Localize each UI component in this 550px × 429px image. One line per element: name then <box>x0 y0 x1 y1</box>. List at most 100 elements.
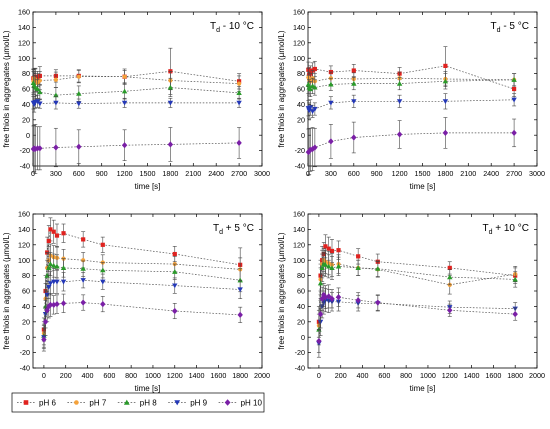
data-point <box>323 244 328 249</box>
data-point <box>328 100 334 106</box>
x-tick-label: 1500 <box>140 169 156 178</box>
y-tick-label: 0 <box>301 333 305 342</box>
data-point <box>512 311 518 318</box>
data-point <box>34 86 41 92</box>
data-point <box>123 399 130 405</box>
series-line <box>308 79 515 90</box>
x-tick-label: 1400 <box>464 371 480 380</box>
x-tick-label: 1200 <box>442 371 458 380</box>
data-point <box>307 86 313 92</box>
x-tick-label: 400 <box>82 371 94 380</box>
data-point <box>319 295 325 302</box>
data-point <box>48 227 53 232</box>
legend-label: pH 7 <box>89 399 106 408</box>
data-point <box>396 131 403 138</box>
data-point <box>100 279 106 285</box>
x-tick-label: 1200 <box>392 169 408 178</box>
y-tick-label: 60 <box>22 85 30 94</box>
data-point <box>37 78 42 83</box>
data-point <box>53 77 59 82</box>
y-tick-label: 20 <box>22 115 30 124</box>
y-tick-label: -40 <box>20 162 30 171</box>
y-axis-label: free thiols in aggregates (µmol/L) <box>2 232 11 349</box>
data-point <box>236 100 242 106</box>
x-tick-label: 2000 <box>254 371 270 380</box>
data-series <box>31 67 242 94</box>
legend-label: pH 8 <box>140 399 157 408</box>
legend-label: pH 10 <box>241 399 263 408</box>
data-point <box>172 307 178 315</box>
data-point <box>447 265 452 270</box>
data-point <box>46 285 52 290</box>
data-point <box>312 106 318 112</box>
series-line <box>33 76 240 84</box>
data-series <box>316 282 518 353</box>
x-tick-label: 2000 <box>529 371 545 380</box>
y-tick-label: 120 <box>18 38 30 47</box>
x-tick-label: 600 <box>378 371 390 380</box>
y-tick-label: 160 <box>18 8 30 17</box>
x-tick-label: 1500 <box>415 169 431 178</box>
y-tick-label: 40 <box>22 302 30 311</box>
x-tick-label: 0 <box>42 371 46 380</box>
x-tick-label: 1600 <box>210 371 226 380</box>
data-point <box>375 265 381 271</box>
panel-title: Td - 10 °C <box>210 21 254 34</box>
y-tick-label: 120 <box>293 240 305 249</box>
data-point <box>121 142 128 149</box>
y-tick-label: 80 <box>297 69 305 78</box>
data-point <box>81 237 86 242</box>
data-point <box>80 278 86 283</box>
y-tick-label: 160 <box>293 8 305 17</box>
y-tick-label: 60 <box>297 287 305 296</box>
x-tick-label: 800 <box>125 371 137 380</box>
data-point <box>51 262 57 268</box>
series-line <box>33 70 240 82</box>
data-point <box>37 101 43 107</box>
data-series <box>316 252 518 346</box>
data-point <box>100 242 105 247</box>
series-line <box>318 299 516 344</box>
data-point <box>511 97 517 103</box>
y-tick-label: 80 <box>22 271 30 280</box>
data-point <box>41 336 47 343</box>
x-tick-label: 1800 <box>162 169 178 178</box>
y-tick-label: 80 <box>297 271 305 280</box>
data-point <box>317 280 324 286</box>
data-series <box>41 217 243 342</box>
x-tick-label: 1800 <box>437 169 453 178</box>
data-point <box>167 84 174 90</box>
y-tick-label: 100 <box>293 256 305 265</box>
data-series <box>316 288 518 358</box>
data-point <box>329 265 335 270</box>
data-point <box>172 269 178 274</box>
legend-item: pH 9 <box>168 399 208 408</box>
series-line <box>43 228 241 330</box>
data-point <box>80 299 86 306</box>
x-tick-label: 1600 <box>485 371 501 380</box>
y-tick-label: 20 <box>297 317 305 326</box>
data-point <box>396 80 403 86</box>
data-point <box>351 68 356 73</box>
x-tick-label: 1800 <box>232 371 248 380</box>
series-line <box>33 100 240 106</box>
data-point <box>122 74 127 79</box>
data-point <box>174 400 181 406</box>
data-point <box>351 134 357 141</box>
y-tick-label: 120 <box>293 38 305 47</box>
data-point <box>37 145 43 152</box>
data-point <box>375 299 381 306</box>
y-tick-label: 40 <box>297 302 305 311</box>
data-series <box>305 73 517 97</box>
panel-title: Td - 5 °C <box>491 21 529 34</box>
data-point <box>442 99 449 105</box>
data-point <box>237 81 242 86</box>
data-point <box>237 287 243 293</box>
x-tick-label: 3000 <box>254 169 270 178</box>
data-point <box>60 300 67 307</box>
data-point <box>47 261 54 267</box>
x-tick-label: 200 <box>60 371 72 380</box>
data-point <box>329 248 335 254</box>
x-tick-label: 1200 <box>117 169 133 178</box>
